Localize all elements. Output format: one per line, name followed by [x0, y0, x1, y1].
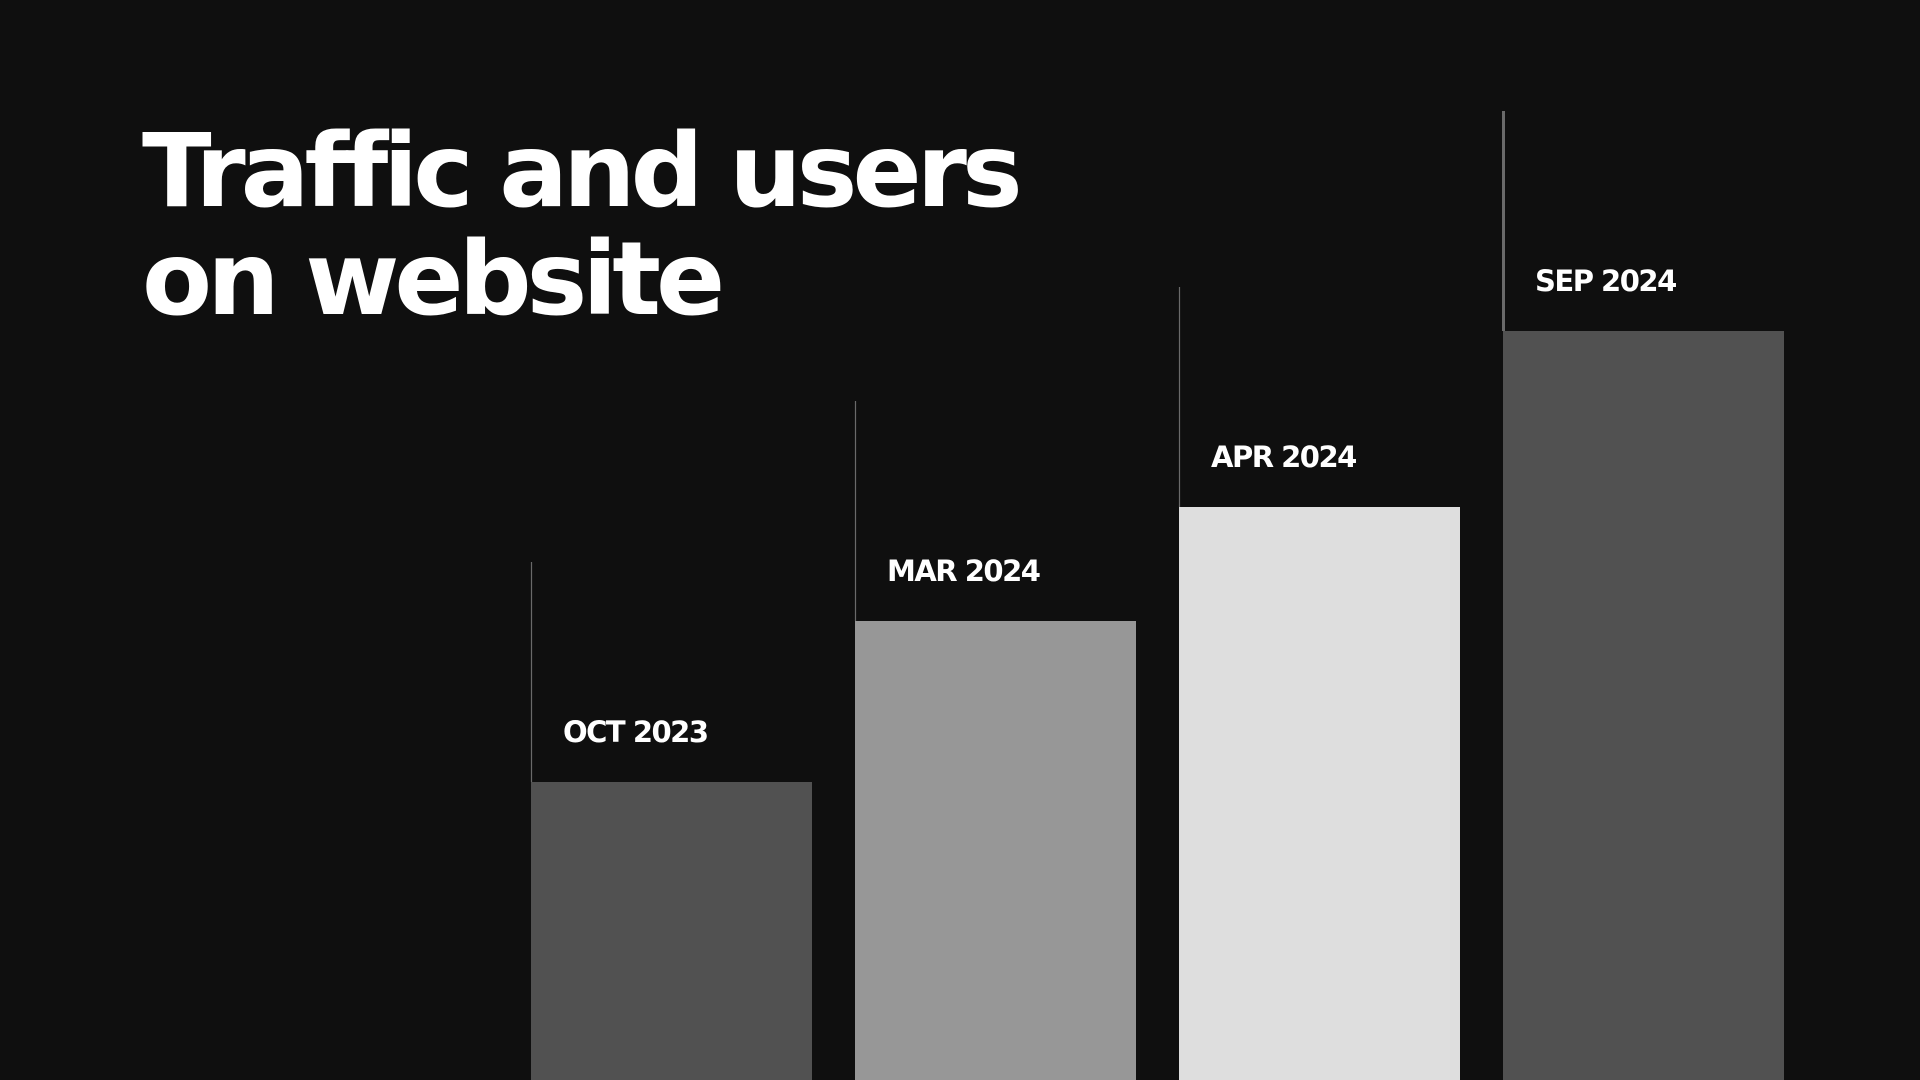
bar-label: OCT 2023	[563, 715, 708, 749]
bar-sep-2024	[1503, 331, 1784, 1080]
bar-oct-2023	[531, 782, 812, 1080]
bar-label: APR 2024	[1211, 440, 1356, 474]
bar-mar-2024	[855, 621, 1136, 1080]
bar-label: SEP 2024	[1535, 264, 1676, 298]
chart-title: Traffic and users on website	[142, 112, 1023, 339]
bar-label: MAR 2024	[887, 554, 1040, 588]
bar-apr-2024	[1179, 507, 1460, 1080]
